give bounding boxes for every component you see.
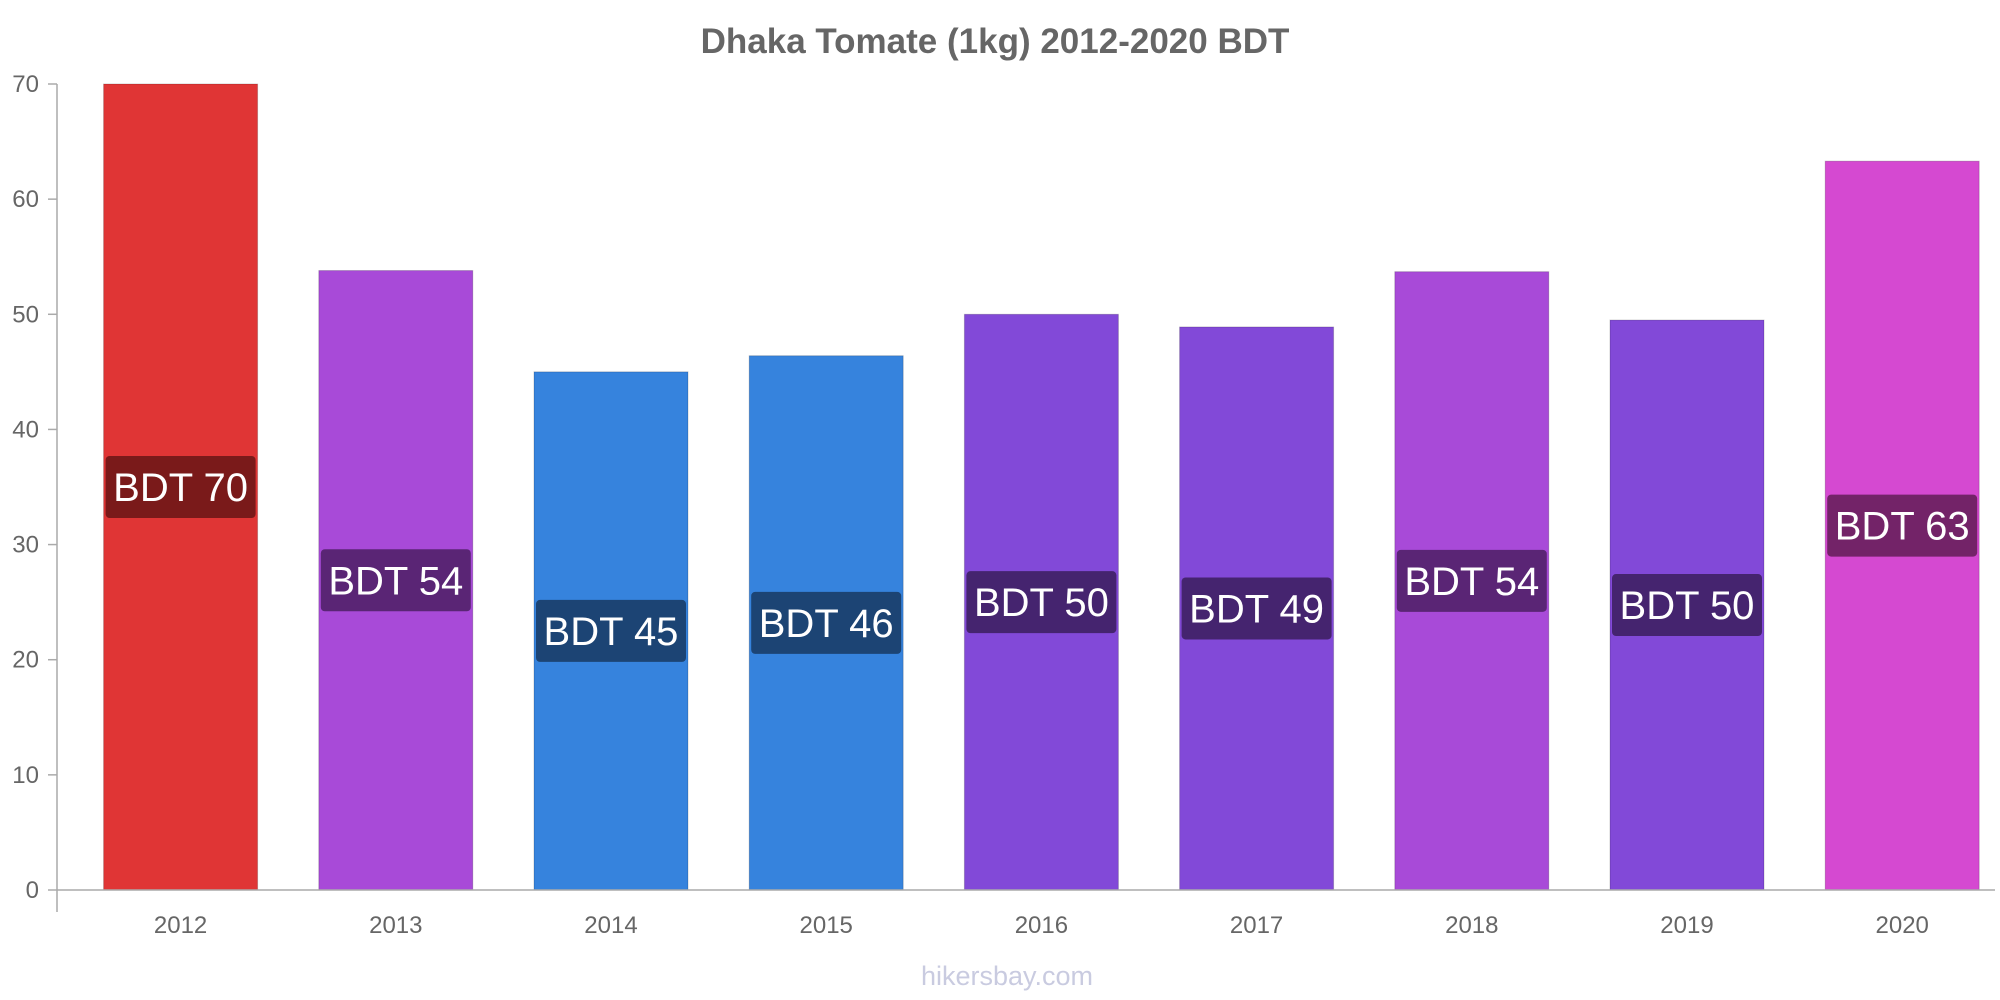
data-label-box	[966, 571, 1117, 634]
watermark: hikersbay.com	[921, 961, 1093, 991]
y-tick-label: 0	[26, 877, 39, 904]
x-tick-label: 2012	[154, 912, 207, 939]
y-tick-label: 60	[12, 186, 39, 213]
y-tick-label: 70	[12, 71, 39, 98]
y-tick-label: 50	[12, 301, 39, 328]
data-label: BDT 50	[974, 581, 1109, 625]
x-tick-label: 2016	[1015, 912, 1068, 939]
data-label: BDT 54	[328, 559, 463, 603]
x-tick-label: 2020	[1876, 912, 1929, 939]
x-tick-label: 2015	[800, 912, 853, 939]
x-axis: 2012 2013 2014 2015 2016 2017 2018 2019 2020	[57, 889, 1995, 939]
data-label: BDT 49	[1189, 587, 1324, 631]
y-tick-label: 20	[12, 647, 39, 674]
data-label: BDT 70	[113, 466, 248, 510]
data-label-box	[536, 599, 686, 662]
x-tick-label: 2017	[1230, 912, 1283, 939]
data-label: BDT 50	[1620, 584, 1755, 628]
chart-title: Dhaka Tomate (1kg) 2012-2020 BDT	[701, 22, 1290, 61]
x-tick-label: 2019	[1660, 912, 1713, 939]
data-label: BDT 54	[1404, 560, 1539, 604]
y-tick-label: 40	[12, 416, 39, 443]
data-label-box	[105, 456, 256, 518]
data-label-box	[1827, 494, 1978, 557]
data-label: BDT 46	[759, 602, 894, 646]
data-label-box	[751, 591, 902, 654]
y-axis: 0 10 20 30 40 50 60 70	[12, 71, 58, 912]
data-label: BDT 45	[544, 610, 679, 654]
x-tick-label: 2014	[584, 912, 637, 939]
y-tick-label: 10	[12, 762, 39, 789]
bars	[103, 83, 1980, 891]
x-tick-label: 2018	[1445, 912, 1498, 939]
data-label-box	[1181, 577, 1332, 640]
data-label-box	[1612, 574, 1762, 637]
data-label: BDT 63	[1835, 505, 1970, 549]
data-labels: BDT 70 BDT 54 BDT 45 BDT 46 BDT 50 BDT 49 BDT …	[105, 456, 1978, 662]
data-label-box	[1396, 549, 1547, 612]
x-tick-label: 2013	[369, 912, 422, 939]
y-tick-label: 30	[12, 532, 39, 559]
data-label-box	[320, 549, 471, 612]
